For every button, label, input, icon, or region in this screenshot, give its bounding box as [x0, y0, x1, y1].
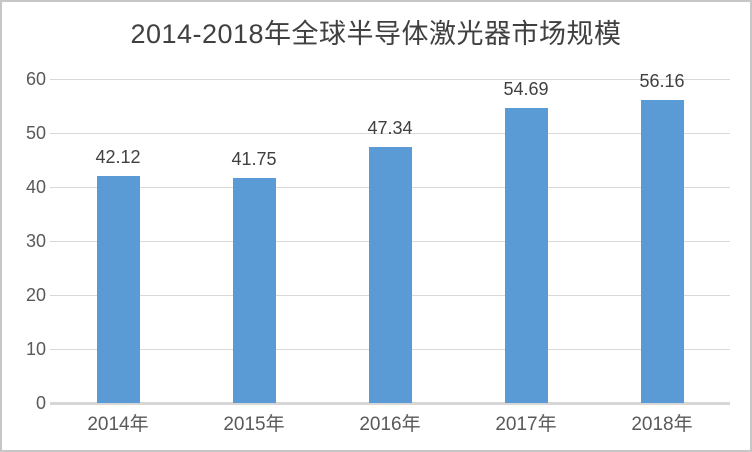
- x-axis-line: [50, 402, 730, 405]
- chart-title: 2014-2018年全球半导体激光器市场规模: [130, 19, 622, 49]
- y-tick-label: 30: [25, 231, 46, 251]
- bar-value-label: 47.34: [367, 118, 413, 138]
- y-tick-label: 10: [25, 339, 46, 359]
- gridline: [50, 79, 730, 80]
- bar-value-label: 54.69: [503, 79, 549, 99]
- bar-value-label: 41.75: [231, 149, 277, 169]
- y-tick-label: 20: [25, 285, 46, 305]
- bar: [505, 108, 548, 403]
- bar: [233, 178, 276, 403]
- bar-value-label: 56.16: [639, 71, 685, 91]
- x-tick-label: 2018年: [631, 414, 693, 435]
- y-tick-label: 40: [25, 177, 46, 197]
- x-tick-label: 2016年: [359, 414, 421, 435]
- x-tick-label: 2017年: [495, 414, 557, 435]
- bar: [97, 176, 140, 403]
- bar: [641, 100, 684, 403]
- y-tick-label: 50: [25, 123, 46, 143]
- gridline: [50, 133, 730, 134]
- bar: [369, 147, 412, 403]
- x-tick-label: 2014年: [87, 414, 149, 435]
- y-tick-label: 60: [25, 69, 46, 89]
- x-tick-label: 2015年: [223, 414, 285, 435]
- y-tick-label: 0: [35, 393, 46, 413]
- bar-value-label: 42.12: [95, 147, 141, 167]
